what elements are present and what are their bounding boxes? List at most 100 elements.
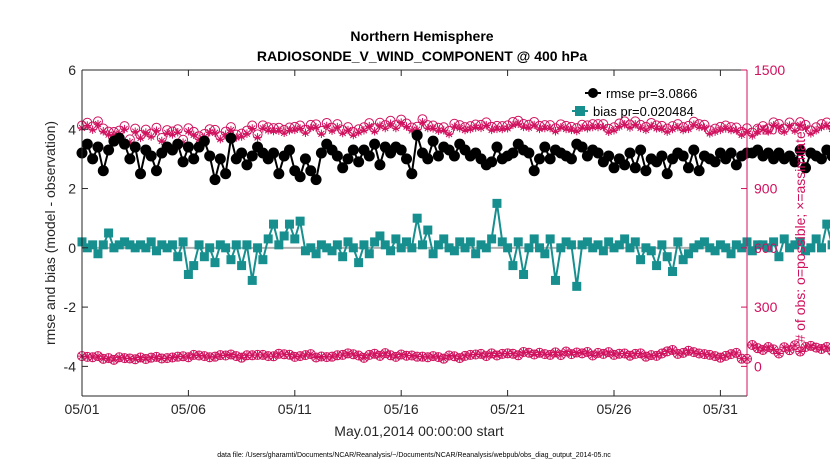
bias-point [237,261,247,271]
bias-point [763,243,773,253]
nused-point [530,120,539,130]
nused-point [333,122,342,132]
bias-point [593,240,603,250]
y-right-tick-label: 300 [754,299,778,315]
bias-point [322,243,332,253]
x-tick-label: 05/31 [703,401,738,417]
rmse-point [826,150,830,162]
nused-point [237,132,246,141]
bias-point [269,219,279,229]
nused-point [338,128,347,138]
nused_low-point [131,355,140,364]
y-left-tick-label: 6 [68,62,76,78]
bias-point [396,243,406,253]
y-left-tick-label: 4 [68,121,76,137]
nused_low-point [269,352,278,361]
nused_low-point [710,351,720,361]
nused_low-point [349,350,358,359]
nused_low-point [168,353,177,362]
bias-point [476,240,486,250]
nposs_low-point [752,343,763,354]
nused_low-point [806,341,816,351]
bias-point [455,237,465,247]
bias-point [253,243,263,253]
bias-point [519,269,529,279]
nused-point [311,123,321,132]
rmse-point [677,150,689,162]
bias-point [630,237,640,247]
rmse-point [565,153,577,165]
bias-point [375,231,385,241]
nused-point [577,123,587,132]
nused-point [444,129,454,139]
series-nused [77,117,830,147]
bias-point [444,243,454,253]
nposs_low-point [438,353,449,364]
bias-point [657,240,667,250]
bias-point [141,243,151,253]
nused-point [285,126,294,135]
rmse-point [688,144,700,156]
nused_low-point [668,345,677,355]
nused_low-point [290,352,299,362]
nused_low-point [93,351,103,361]
nused_low-point [157,354,166,363]
nused_low-point [471,350,480,359]
nposs_low-point [135,352,146,363]
bias-point [790,240,800,250]
nused_low-point [657,349,667,358]
nposs_low-point [747,340,758,351]
bias-point [279,231,289,241]
nused_low-point [663,347,672,356]
bias-point [423,225,433,235]
nused_low-point [450,352,459,361]
bias-point [556,243,566,253]
bias-point [811,234,821,244]
nused-point [652,124,661,133]
nused-point [545,123,555,133]
nused-point [109,130,119,140]
bias-point [492,198,502,208]
bias-point [221,243,231,253]
nposs_low-point [587,350,598,361]
bias-point [402,237,412,247]
nused-point [663,127,672,136]
bias-point [689,243,699,253]
nused_low-point [125,354,135,363]
nused_low-point [285,350,294,359]
rmse-point [629,162,641,174]
nused_low-point [455,353,464,363]
rmse-point [486,156,498,168]
bias-point [668,267,678,277]
bias-point [332,240,342,250]
nused-point [668,124,677,134]
nposs_low-point [720,350,731,361]
nused-point [689,120,698,129]
rmse-point [172,138,184,150]
rmse-point [294,171,306,183]
nused-point [258,124,268,133]
nposs_low-point [550,347,561,358]
nused_low-point [210,352,220,361]
rmse-point [337,162,349,174]
nused-point [434,126,443,135]
nused_low-point [253,350,262,360]
nused_low-point [604,347,613,357]
rmse-point [331,150,343,162]
bias-point [460,243,470,253]
nused-point [327,126,337,135]
nused_low-point [764,342,773,352]
nused-point [189,130,198,140]
nused-point [253,133,262,142]
bias-point [417,240,427,250]
nused-point [647,121,656,131]
bias-point [93,249,103,259]
nused-point [88,125,97,134]
nused_low-point [439,354,448,363]
bias-point [295,216,305,226]
bias-point [715,240,725,250]
bias-point [731,240,741,250]
nused-point [694,122,704,132]
bias-point [753,240,763,250]
bias-point [535,243,545,253]
